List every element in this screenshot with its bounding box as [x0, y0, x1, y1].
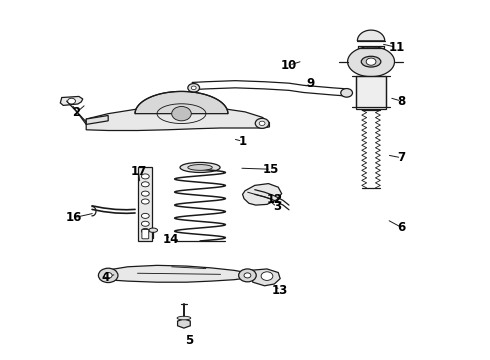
Text: 12: 12	[266, 193, 282, 206]
Polygon shape	[86, 107, 270, 131]
Polygon shape	[106, 265, 250, 282]
Circle shape	[244, 273, 251, 278]
Ellipse shape	[142, 191, 149, 196]
Text: 9: 9	[307, 77, 315, 90]
Polygon shape	[60, 96, 83, 105]
Circle shape	[98, 268, 118, 283]
Circle shape	[188, 84, 199, 92]
Circle shape	[239, 269, 256, 282]
Polygon shape	[86, 116, 108, 125]
Text: 11: 11	[389, 41, 405, 54]
Text: 17: 17	[130, 165, 147, 177]
Ellipse shape	[142, 228, 149, 233]
Polygon shape	[250, 269, 280, 286]
Polygon shape	[135, 91, 228, 114]
Text: 10: 10	[281, 59, 297, 72]
Ellipse shape	[142, 199, 149, 204]
Polygon shape	[357, 30, 385, 41]
Polygon shape	[356, 76, 386, 109]
Circle shape	[366, 58, 376, 65]
Ellipse shape	[180, 162, 220, 172]
Text: 2: 2	[73, 106, 80, 119]
Text: 6: 6	[397, 221, 406, 234]
Text: 14: 14	[163, 233, 179, 246]
Text: 5: 5	[185, 334, 193, 347]
Polygon shape	[243, 184, 282, 205]
Circle shape	[104, 273, 112, 278]
Ellipse shape	[142, 174, 149, 179]
Ellipse shape	[142, 182, 149, 187]
Circle shape	[261, 272, 273, 280]
FancyBboxPatch shape	[142, 229, 149, 239]
Circle shape	[172, 107, 191, 121]
Circle shape	[191, 86, 196, 90]
Text: 4: 4	[101, 271, 110, 284]
Ellipse shape	[149, 228, 158, 232]
Ellipse shape	[142, 213, 149, 219]
Text: 13: 13	[272, 284, 288, 297]
Text: 8: 8	[397, 95, 406, 108]
Circle shape	[255, 118, 269, 129]
Text: 1: 1	[239, 135, 246, 148]
Polygon shape	[347, 46, 394, 77]
Text: 15: 15	[263, 163, 279, 176]
Text: 3: 3	[273, 201, 281, 213]
Circle shape	[341, 89, 352, 97]
Ellipse shape	[177, 316, 191, 320]
Circle shape	[68, 98, 75, 104]
Text: 7: 7	[397, 151, 405, 164]
Polygon shape	[177, 319, 190, 328]
Polygon shape	[139, 167, 152, 241]
Ellipse shape	[142, 221, 149, 226]
Circle shape	[259, 121, 265, 126]
Text: 16: 16	[66, 211, 82, 224]
Ellipse shape	[188, 165, 212, 170]
Ellipse shape	[361, 56, 381, 67]
